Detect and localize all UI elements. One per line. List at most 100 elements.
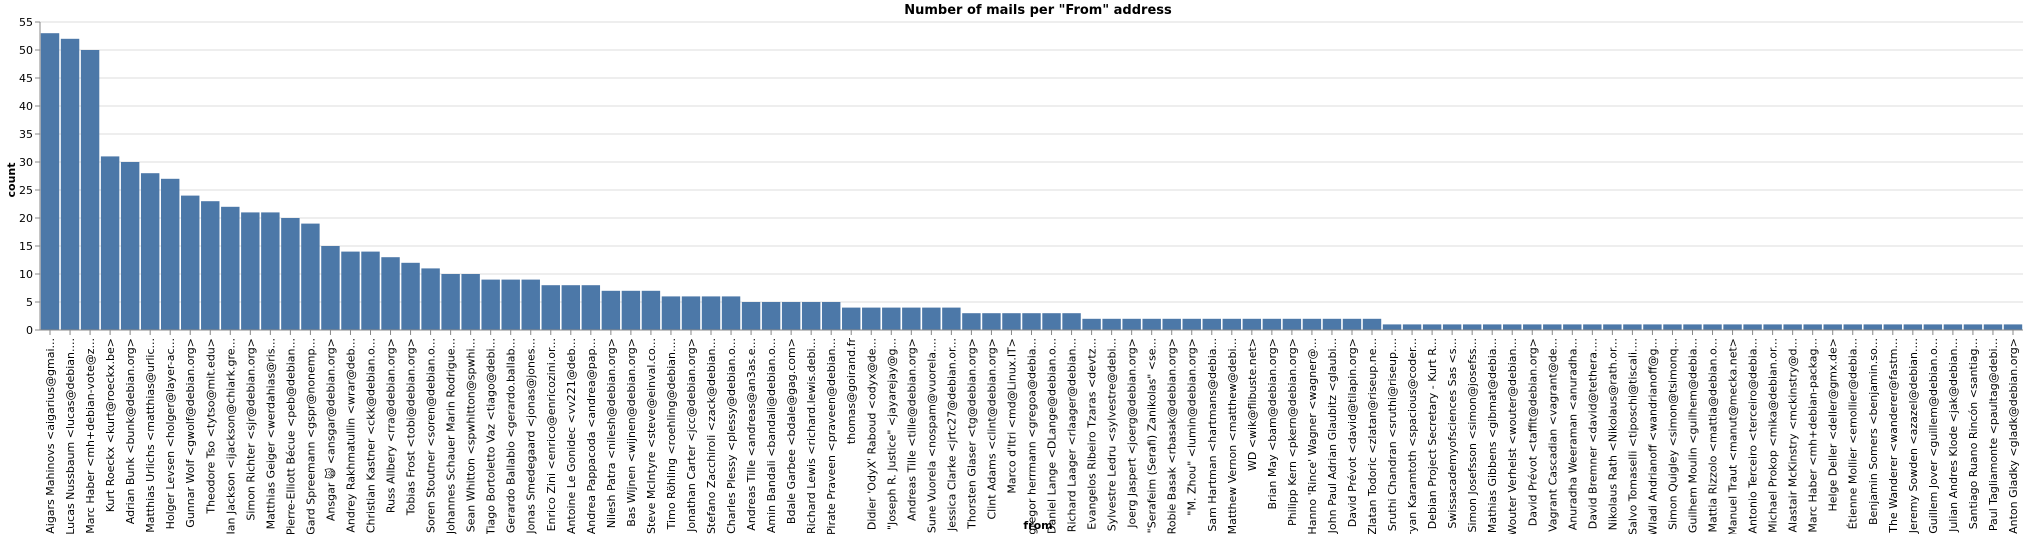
bar[interactable] bbox=[1663, 324, 1682, 330]
bar[interactable] bbox=[801, 302, 821, 330]
bar[interactable] bbox=[1983, 324, 2003, 330]
bar[interactable] bbox=[902, 307, 921, 330]
bar[interactable] bbox=[561, 285, 581, 330]
bar[interactable] bbox=[181, 195, 200, 330]
bar[interactable] bbox=[581, 285, 601, 330]
bar[interactable] bbox=[1803, 324, 1822, 330]
bar[interactable] bbox=[1923, 324, 1943, 330]
bar[interactable] bbox=[1202, 318, 1221, 330]
bar[interactable] bbox=[301, 223, 320, 330]
bar[interactable] bbox=[1863, 324, 1882, 330]
bar[interactable] bbox=[842, 307, 861, 330]
bar[interactable] bbox=[160, 178, 180, 330]
bar[interactable] bbox=[1142, 318, 1161, 330]
bar[interactable] bbox=[942, 307, 961, 330]
bar[interactable] bbox=[1543, 324, 1562, 330]
bar[interactable] bbox=[701, 296, 721, 330]
bar[interactable] bbox=[100, 156, 120, 330]
bar[interactable] bbox=[1503, 324, 1522, 330]
bar[interactable] bbox=[1703, 324, 1722, 330]
bar[interactable] bbox=[1122, 318, 1141, 330]
bar[interactable] bbox=[1563, 324, 1582, 330]
bar[interactable] bbox=[761, 302, 781, 330]
bar[interactable] bbox=[661, 296, 681, 330]
bar[interactable] bbox=[1763, 324, 1782, 330]
bar[interactable] bbox=[1603, 324, 1622, 330]
bar[interactable] bbox=[781, 302, 801, 330]
bar[interactable] bbox=[1823, 324, 1842, 330]
bar[interactable] bbox=[1042, 313, 1061, 330]
bar[interactable] bbox=[201, 201, 220, 330]
bar[interactable] bbox=[1282, 318, 1302, 330]
bar[interactable] bbox=[2003, 324, 2023, 330]
bar[interactable] bbox=[1903, 324, 1923, 330]
bar[interactable] bbox=[281, 218, 300, 330]
bar[interactable] bbox=[882, 307, 901, 330]
bar[interactable] bbox=[1382, 324, 1402, 330]
bar[interactable] bbox=[501, 279, 520, 330]
bar[interactable] bbox=[982, 313, 1001, 330]
bar[interactable] bbox=[461, 274, 480, 330]
bar[interactable] bbox=[140, 173, 160, 330]
bar[interactable] bbox=[641, 290, 661, 330]
bar[interactable] bbox=[1623, 324, 1642, 330]
bar[interactable] bbox=[321, 246, 340, 330]
bar[interactable] bbox=[1302, 318, 1322, 330]
bar[interactable] bbox=[1322, 318, 1342, 330]
bar[interactable] bbox=[962, 313, 981, 330]
bar[interactable] bbox=[381, 257, 400, 330]
bar[interactable] bbox=[821, 302, 841, 330]
bar[interactable] bbox=[1963, 324, 1983, 330]
bar[interactable] bbox=[1743, 324, 1762, 330]
bar[interactable] bbox=[1462, 324, 1482, 330]
bar[interactable] bbox=[1262, 318, 1282, 330]
bar[interactable] bbox=[1422, 324, 1442, 330]
bar[interactable] bbox=[741, 302, 761, 330]
bar[interactable] bbox=[441, 274, 460, 330]
bar[interactable] bbox=[1683, 324, 1702, 330]
bar[interactable] bbox=[1843, 324, 1862, 330]
bar[interactable] bbox=[481, 279, 500, 330]
bar[interactable] bbox=[1643, 324, 1662, 330]
bar[interactable] bbox=[1062, 313, 1081, 330]
bar[interactable] bbox=[1102, 318, 1121, 330]
bar[interactable] bbox=[1442, 324, 1462, 330]
bar[interactable] bbox=[221, 206, 240, 330]
bar[interactable] bbox=[40, 33, 60, 330]
bar[interactable] bbox=[1402, 324, 1422, 330]
bar[interactable] bbox=[862, 307, 881, 330]
bar[interactable] bbox=[601, 290, 621, 330]
bar[interactable] bbox=[1482, 324, 1502, 330]
bar[interactable] bbox=[60, 38, 80, 331]
bar[interactable] bbox=[922, 307, 941, 330]
bar[interactable] bbox=[1182, 318, 1201, 330]
bar[interactable] bbox=[1162, 318, 1181, 330]
bar[interactable] bbox=[361, 251, 380, 330]
bar[interactable] bbox=[421, 268, 440, 330]
x-tick-label: WD <wik@flibuste.net> bbox=[1246, 338, 1259, 471]
bar[interactable] bbox=[1342, 318, 1362, 330]
bar[interactable] bbox=[120, 162, 140, 330]
bar[interactable] bbox=[80, 50, 100, 330]
bar[interactable] bbox=[241, 212, 260, 330]
bar[interactable] bbox=[681, 296, 701, 330]
bar[interactable] bbox=[721, 296, 741, 330]
bar[interactable] bbox=[1242, 318, 1262, 330]
bar[interactable] bbox=[1583, 324, 1602, 330]
bar[interactable] bbox=[1022, 313, 1041, 330]
bar[interactable] bbox=[1783, 324, 1802, 330]
bar[interactable] bbox=[521, 279, 540, 330]
bar[interactable] bbox=[1723, 324, 1742, 330]
bar[interactable] bbox=[261, 212, 280, 330]
bar[interactable] bbox=[1002, 313, 1021, 330]
bar[interactable] bbox=[401, 262, 420, 330]
bar[interactable] bbox=[621, 290, 641, 330]
bar[interactable] bbox=[1222, 318, 1242, 330]
bar[interactable] bbox=[541, 285, 560, 330]
bar[interactable] bbox=[1082, 318, 1101, 330]
bar[interactable] bbox=[1523, 324, 1542, 330]
bar[interactable] bbox=[1883, 324, 1903, 330]
bar[interactable] bbox=[341, 251, 360, 330]
bar[interactable] bbox=[1943, 324, 1963, 330]
bar[interactable] bbox=[1362, 318, 1382, 330]
